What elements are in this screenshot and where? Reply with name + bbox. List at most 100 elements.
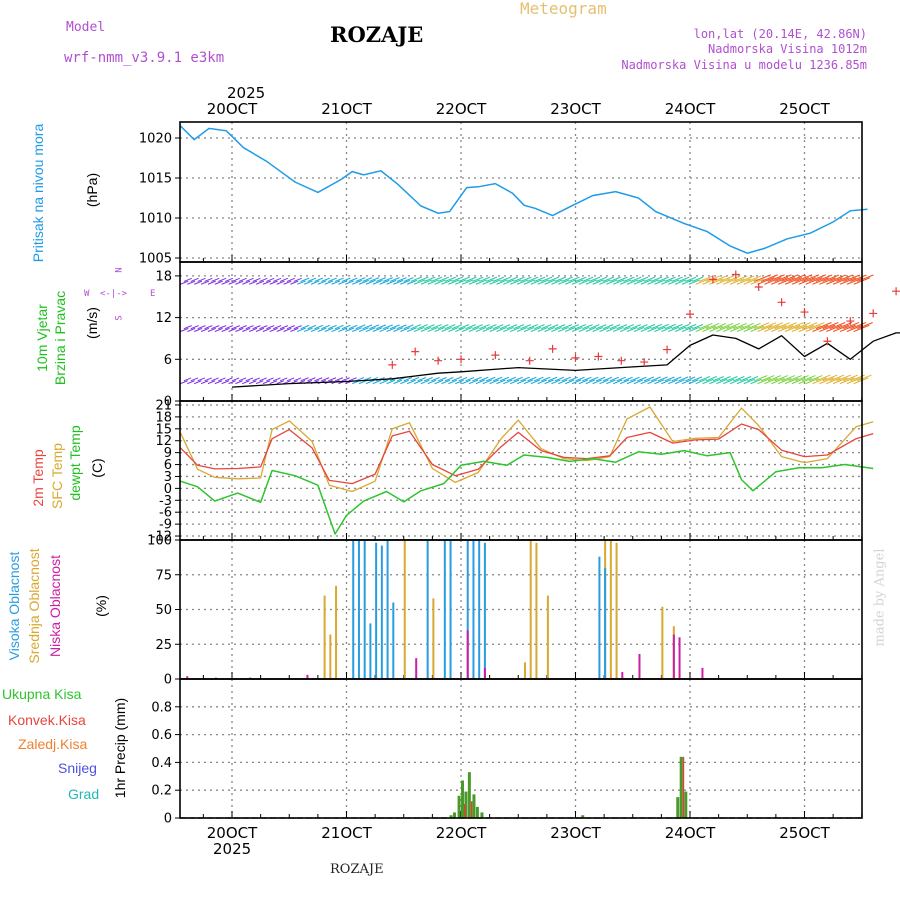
wind-barb <box>431 276 443 282</box>
wind-barb <box>207 380 216 385</box>
temp-2m-line <box>180 423 874 485</box>
wind-barb <box>307 377 316 382</box>
precip-bar-conv <box>464 804 466 818</box>
wind-barb <box>297 327 306 332</box>
wind-barb <box>506 276 518 282</box>
wind-barb <box>750 378 762 385</box>
ytick-label-0-0: 1005 <box>139 252 172 267</box>
wind-barb <box>245 325 254 330</box>
wind-barb <box>417 276 429 282</box>
wind-barb <box>465 324 476 330</box>
wind-barb <box>736 278 751 285</box>
dewpt-temp-line <box>180 449 874 535</box>
wind-barb <box>606 379 616 385</box>
wind-barb <box>523 379 534 385</box>
wind-barb <box>334 377 344 382</box>
cloud-bar-0 <box>615 542 618 679</box>
model-elevation: Nadmorska Visina u modelu 1236.85m <box>621 58 867 72</box>
wind-barb <box>771 277 789 285</box>
wind-gust-marker <box>708 275 717 284</box>
wind-barb <box>400 379 409 385</box>
cloud-bar-0 <box>432 598 435 679</box>
cloud-bar-1 <box>598 556 601 679</box>
cloud-bar-2 <box>621 672 624 679</box>
wind-barb <box>496 379 506 385</box>
wind-barb <box>396 324 407 330</box>
wind-barb <box>365 327 376 332</box>
wind-barb <box>695 378 707 385</box>
wind-barb <box>475 326 487 332</box>
wind-barb <box>843 374 859 382</box>
ytick-label-2-6: 6 <box>164 458 172 473</box>
wind-barb <box>808 322 825 330</box>
wind-barb <box>592 326 604 332</box>
wind-barb <box>826 277 843 285</box>
ytick-label-2-2: -6 <box>159 506 172 521</box>
wind-barb <box>293 325 302 330</box>
wind-barb <box>530 279 542 285</box>
wind-barb <box>283 380 291 385</box>
wind-barb <box>194 327 203 332</box>
wind-barb <box>774 274 792 282</box>
wind-barb <box>441 279 453 285</box>
wind-barb <box>506 376 516 382</box>
wind-gust-marker <box>823 337 832 346</box>
wind-barb <box>352 279 363 285</box>
wind-barb <box>224 277 234 282</box>
precip-legend-graupel: Grad <box>68 786 100 802</box>
wind-barb <box>616 324 628 330</box>
wind-gust-marker <box>754 283 763 292</box>
wind-barb <box>382 324 393 330</box>
wind-barb <box>595 324 607 330</box>
wind-barb <box>406 379 416 385</box>
wind-barb <box>578 379 589 385</box>
wind-barb <box>757 377 771 385</box>
wind-gust-marker <box>388 360 397 369</box>
wind-barb <box>736 325 751 332</box>
wind-barb <box>382 277 393 282</box>
wind-barb <box>644 276 656 282</box>
wind-barb <box>372 327 383 332</box>
wind-barb <box>709 278 724 285</box>
wind-barb <box>245 377 254 382</box>
ytick-label-3-1: 25 <box>155 638 172 653</box>
wind-barb <box>534 376 544 382</box>
cloud-bar-0 <box>661 606 664 679</box>
wind-barb <box>269 280 278 285</box>
wind-barb <box>709 325 723 332</box>
wind-barb <box>461 379 471 385</box>
wind-barb <box>654 279 666 285</box>
ytick-label-0-1: 1010 <box>139 212 172 227</box>
wind-barb <box>829 274 847 282</box>
wind-barb <box>657 323 669 330</box>
cloud-bar-0 <box>546 595 549 679</box>
ytick-label-2-5: 3 <box>164 470 172 485</box>
wind-barb <box>489 279 501 285</box>
wind-barb <box>437 377 447 382</box>
x-bottom-label-3: 23OCT <box>550 824 601 842</box>
cloud-bar-1 <box>426 540 429 679</box>
precip-bar-total <box>472 794 476 818</box>
wind-barb <box>685 323 697 330</box>
wind-barb <box>585 279 597 285</box>
wind-barb <box>455 326 466 332</box>
wind-direction-label-e: E <box>150 289 156 299</box>
wind-barb <box>850 322 867 330</box>
wind-barb <box>499 376 510 382</box>
x-bottom-label-4: 24OCT <box>665 824 716 842</box>
wind-barb <box>513 324 525 330</box>
wind-barb <box>565 279 577 285</box>
cloud-bar-1 <box>369 623 372 679</box>
precip-legend-frozen: Zaledj.Kisa <box>18 736 88 752</box>
wind-barb <box>341 324 351 330</box>
wind-barb <box>805 377 820 385</box>
wind-barb <box>846 324 863 332</box>
precip-legend-conv: Konvek.Kisa <box>8 712 86 728</box>
wind-barb <box>633 326 645 332</box>
wind-barb <box>242 380 250 385</box>
wind-barb <box>802 274 820 282</box>
wind-barb <box>245 277 254 282</box>
wind-barb <box>812 377 828 385</box>
wind-barb <box>681 279 693 285</box>
wind-barb <box>307 277 317 282</box>
